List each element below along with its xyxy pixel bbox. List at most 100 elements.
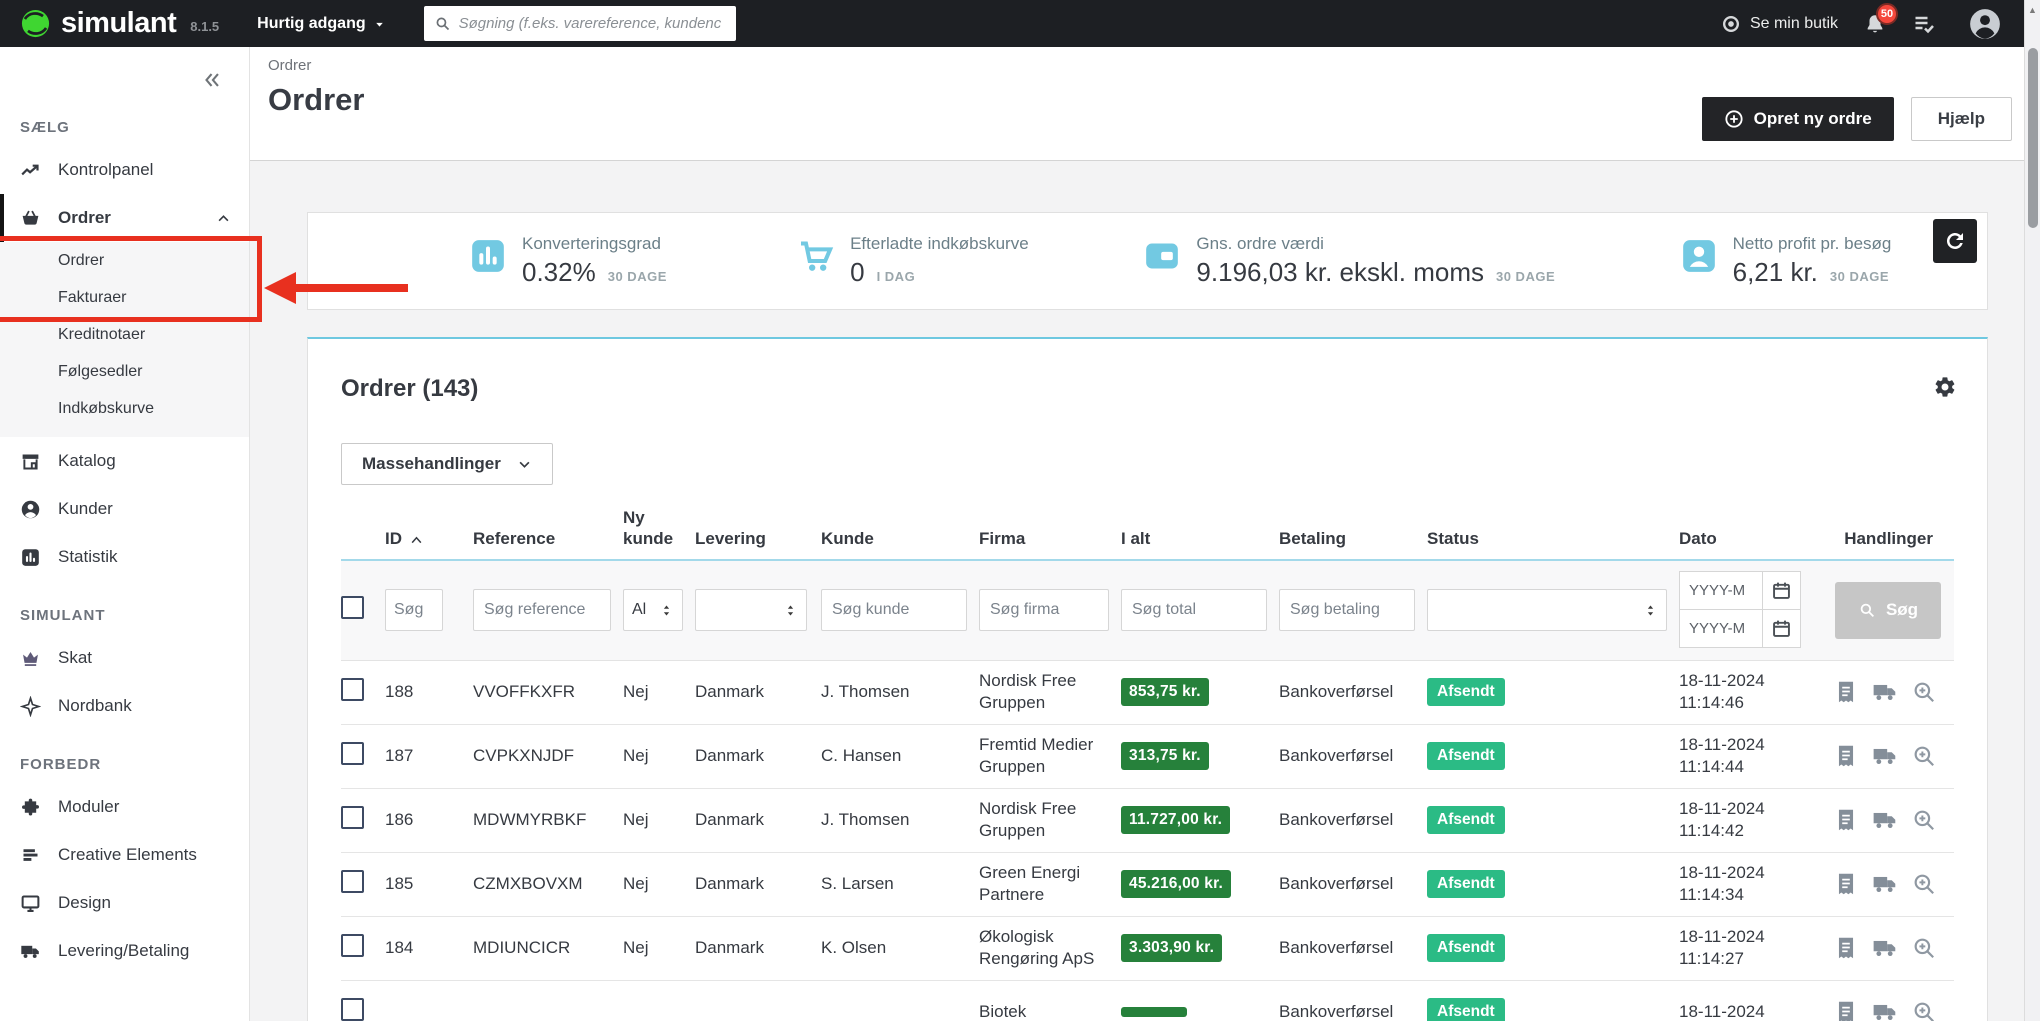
sidebar-item-ordrer[interactable]: Ordrer xyxy=(0,194,249,242)
global-search[interactable] xyxy=(423,6,736,41)
breadcrumb[interactable]: Ordrer xyxy=(268,57,312,74)
quick-access-menu[interactable]: Hurtig adgang xyxy=(257,15,385,33)
table-row[interactable]: 184 MDIUNCICR Nej Danmark K. Olsen Økolo… xyxy=(341,917,1954,981)
cell-reference: CVPKXNJDF xyxy=(473,746,575,765)
view-order-action-icon[interactable] xyxy=(1911,999,1937,1021)
header-firma[interactable]: Firma xyxy=(979,529,1026,549)
sidebar-item-nordbank[interactable]: Nordbank xyxy=(0,682,249,730)
invoice-action-icon[interactable] xyxy=(1833,807,1859,833)
header-levering[interactable]: Levering xyxy=(695,529,766,549)
row-checkbox[interactable] xyxy=(341,870,364,893)
sidebar-item-kontrolpanel[interactable]: Kontrolpanel xyxy=(0,146,249,194)
scrollbar-up-arrow[interactable]: ▲ xyxy=(2028,5,2037,15)
cell-delivery: Danmark xyxy=(695,746,764,765)
sidebar-subitem-ordrer[interactable]: Ordrer xyxy=(0,242,249,279)
sidebar-item-kunder[interactable]: Kunder xyxy=(0,485,249,533)
bulk-actions-button[interactable]: Massehandlinger xyxy=(341,443,553,485)
table-header-row: ID Reference Ny kunde Levering Kunde Fir… xyxy=(341,507,1954,561)
refresh-kpi-button[interactable] xyxy=(1933,219,1977,263)
sidebar-subitem-fakturaer[interactable]: Fakturaer xyxy=(0,279,249,316)
sidebar-item-creative-elements[interactable]: Creative Elements xyxy=(0,831,249,879)
header-dato[interactable]: Dato xyxy=(1679,529,1717,549)
invoice-action-icon[interactable] xyxy=(1833,679,1859,705)
page-scrollbar[interactable]: ▲ xyxy=(2024,0,2040,1021)
view-order-action-icon[interactable] xyxy=(1911,807,1937,833)
date-from-calendar-button[interactable] xyxy=(1763,571,1801,610)
notifications-button[interactable]: 50 xyxy=(1864,2,1898,36)
view-shop-button[interactable]: Se min butik xyxy=(1721,14,1838,34)
search-icon xyxy=(434,15,451,32)
filter-date-from-input[interactable] xyxy=(1679,571,1763,610)
header-kunde[interactable]: Kunde xyxy=(821,529,874,549)
search-input[interactable] xyxy=(458,15,726,32)
date-to-calendar-button[interactable] xyxy=(1763,609,1801,648)
table-row[interactable]: 185 CZMXBOVXM Nej Danmark S. Larsen Gree… xyxy=(341,853,1954,917)
filter-status-select[interactable] xyxy=(1427,589,1667,631)
delivery-action-icon[interactable] xyxy=(1872,999,1898,1021)
delivery-action-icon[interactable] xyxy=(1872,807,1898,833)
invoice-action-icon[interactable] xyxy=(1833,935,1859,961)
select-all-checkbox[interactable] xyxy=(341,596,364,619)
invoice-action-icon[interactable] xyxy=(1833,871,1859,897)
header-status[interactable]: Status xyxy=(1427,529,1479,549)
header-id[interactable]: ID xyxy=(385,528,473,549)
filter-payment-input[interactable] xyxy=(1279,589,1415,631)
invoice-action-icon[interactable] xyxy=(1833,999,1859,1021)
filter-search-button[interactable]: Søg xyxy=(1835,581,1941,639)
brand-logo[interactable]: simulant xyxy=(20,7,177,40)
view-order-action-icon[interactable] xyxy=(1911,743,1937,769)
create-order-button[interactable]: Opret ny ordre xyxy=(1701,97,1894,141)
delivery-action-icon[interactable] xyxy=(1872,935,1898,961)
cell-payment: Bankoverførsel xyxy=(1279,682,1394,701)
sidebar-subitem-kreditnotaer[interactable]: Kreditnotaer xyxy=(0,316,249,353)
filter-new-customer-select[interactable]: Al xyxy=(623,589,683,631)
row-checkbox[interactable] xyxy=(341,742,364,765)
filter-total-input[interactable] xyxy=(1121,589,1267,631)
row-checkbox[interactable] xyxy=(341,934,364,957)
sidebar-item-statistik[interactable]: Statistik xyxy=(0,533,249,581)
view-order-action-icon[interactable] xyxy=(1911,679,1937,705)
filter-delivery-select[interactable] xyxy=(695,589,807,631)
sidebar-item-skat[interactable]: Skat xyxy=(0,634,249,682)
sidebar-item-design[interactable]: Design xyxy=(0,879,249,927)
cell-payment: Bankoverførsel xyxy=(1279,810,1394,829)
collapse-sidebar-button[interactable] xyxy=(201,69,223,91)
delivery-action-icon[interactable] xyxy=(1872,679,1898,705)
sidebar-item-levering-betaling[interactable]: Levering/Betaling xyxy=(0,927,249,975)
filter-customer-input[interactable] xyxy=(821,589,967,631)
view-order-action-icon[interactable] xyxy=(1911,871,1937,897)
status-badge: Afsendt xyxy=(1427,806,1505,834)
filter-id-input[interactable] xyxy=(385,589,443,631)
row-checkbox[interactable] xyxy=(341,678,364,701)
table-row[interactable]: Biotek Bankoverførsel Afsendt 18-11-2024 xyxy=(341,981,1954,1021)
sidebar-subitem-indkobskurve[interactable]: Indkøbskurve xyxy=(0,390,249,437)
delivery-action-icon[interactable] xyxy=(1872,743,1898,769)
table-row[interactable]: 186 MDWMYRBKF Nej Danmark J. Thomsen Nor… xyxy=(341,789,1954,853)
account-icon[interactable] xyxy=(1968,7,2002,41)
view-order-action-icon[interactable] xyxy=(1911,935,1937,961)
grid-settings-button[interactable] xyxy=(1933,375,1957,399)
header-i-alt[interactable]: I alt xyxy=(1121,529,1151,549)
filter-date-to-input[interactable] xyxy=(1679,609,1763,648)
total-badge: 11.727,00 kr. xyxy=(1121,806,1231,834)
sidebar-item-katalog[interactable]: Katalog xyxy=(0,437,249,485)
row-checkbox[interactable] xyxy=(341,806,364,829)
header-betaling[interactable]: Betaling xyxy=(1279,529,1347,549)
sidebar-subitem-folgesedler[interactable]: Følgesedler xyxy=(0,353,249,390)
list-check-icon[interactable] xyxy=(1912,12,1936,36)
cell-actions xyxy=(1821,807,1941,833)
help-button[interactable]: Hjælp xyxy=(1910,97,2012,141)
sidebar-item-moduler[interactable]: Moduler xyxy=(0,783,249,831)
header-ny-kunde[interactable]: Ny kunde xyxy=(623,508,674,549)
scrollbar-thumb[interactable] xyxy=(2028,48,2038,228)
table-row[interactable]: 187 CVPKXNJDF Nej Danmark C. Hansen Frem… xyxy=(341,725,1954,789)
filter-reference-input[interactable] xyxy=(473,589,611,631)
row-checkbox[interactable] xyxy=(341,998,364,1021)
delivery-action-icon[interactable] xyxy=(1872,871,1898,897)
table-row[interactable]: 188 VVOFFKXFR Nej Danmark J. Thomsen Nor… xyxy=(341,661,1954,725)
total-badge: 853,75 kr. xyxy=(1121,678,1209,706)
header-reference[interactable]: Reference xyxy=(473,529,556,549)
invoice-action-icon[interactable] xyxy=(1833,743,1859,769)
version-label: 8.1.5 xyxy=(190,19,220,34)
filter-company-input[interactable] xyxy=(979,589,1109,631)
